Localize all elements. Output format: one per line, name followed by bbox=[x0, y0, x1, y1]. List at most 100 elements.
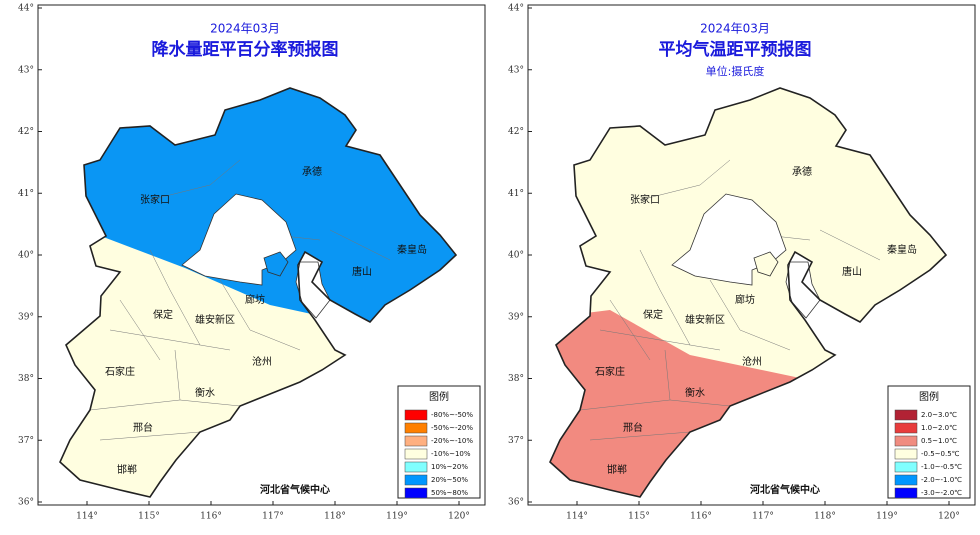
city-label: 承德 bbox=[792, 165, 812, 178]
y-tick-label: 43° bbox=[18, 65, 34, 75]
x-tick-label: 117° bbox=[262, 512, 284, 522]
legend-swatch bbox=[404, 474, 428, 486]
city-label: 衡水 bbox=[195, 387, 215, 399]
x-tick-label: 120° bbox=[448, 512, 470, 522]
legend-swatch bbox=[404, 409, 428, 421]
legend-label: 20%~50% bbox=[431, 476, 468, 484]
province-border bbox=[549, 87, 948, 498]
y-tick-label: 40° bbox=[508, 251, 524, 261]
city-label: 秦皇岛 bbox=[887, 243, 917, 256]
city-label: 唐山 bbox=[842, 265, 862, 278]
legend-swatch bbox=[404, 422, 428, 434]
legend-label: -1.0~-0.5℃ bbox=[921, 463, 962, 471]
city-label: 唐山 bbox=[352, 265, 372, 278]
y-tick-label: 36° bbox=[508, 498, 524, 508]
legend-swatch bbox=[894, 422, 918, 434]
legend-swatch bbox=[894, 448, 918, 460]
legend-label: -3.0~-2.0℃ bbox=[921, 489, 962, 497]
x-tick-label: 114° bbox=[76, 512, 98, 522]
map-period: 2024年03月 bbox=[700, 22, 770, 36]
legend-swatch bbox=[894, 474, 918, 486]
legend-swatch bbox=[894, 461, 918, 473]
enclave bbox=[263, 251, 289, 277]
credit: 河北省气候中心 bbox=[260, 483, 330, 496]
y-tick-label: 41° bbox=[18, 189, 34, 199]
y-tick-label: 44° bbox=[508, 4, 524, 14]
x-tick-label: 116° bbox=[200, 512, 222, 522]
y-tick-label: 37° bbox=[18, 436, 34, 446]
legend-title: 图例 bbox=[429, 390, 449, 403]
tianjin-hole bbox=[295, 261, 331, 319]
anomaly-zone bbox=[60, 88, 456, 345]
city-label: 石家庄 bbox=[105, 365, 135, 378]
legend-label: 0.5~1.0℃ bbox=[921, 437, 957, 445]
city-label: 邢台 bbox=[133, 421, 153, 434]
y-tick-label: 37° bbox=[508, 436, 524, 446]
x-tick-label: 116° bbox=[690, 512, 712, 522]
map-period: 2024年03月 bbox=[210, 22, 280, 36]
legend-label: -0.5~0.5℃ bbox=[921, 450, 960, 458]
city-label: 沧州 bbox=[252, 355, 272, 368]
x-tick-label: 118° bbox=[814, 512, 836, 522]
map-panel: 36° 37° 38° 39° 40° 41° 42° 43° 44° 114° 115° 116° 1… bbox=[508, 4, 976, 522]
city-label: 廊坊 bbox=[245, 293, 265, 306]
map-title: 降水量距平百分率预报图 bbox=[152, 39, 339, 60]
y-tick-label: 41° bbox=[508, 189, 524, 199]
y-tick-label: 39° bbox=[18, 312, 34, 322]
legend-swatch bbox=[894, 409, 918, 421]
legend-label: -20%~-10% bbox=[431, 437, 473, 445]
city-label: 雄安新区 bbox=[685, 313, 725, 326]
legend-label: -2.0~-1.0℃ bbox=[921, 476, 962, 484]
map-panel: 36° 37° 38° 39° 40° 41° 42° 43° 44° 114° 115° 116° 1… bbox=[18, 4, 486, 522]
city-label: 廊坊 bbox=[735, 293, 755, 306]
legend-label: 2.0~3.0℃ bbox=[921, 411, 957, 419]
city-label: 秦皇岛 bbox=[397, 243, 427, 256]
province-border bbox=[59, 87, 458, 498]
city-label: 承德 bbox=[302, 165, 322, 178]
city-label: 张家口 bbox=[140, 193, 170, 206]
credit: 河北省气候中心 bbox=[750, 483, 820, 496]
x-tick-label: 115° bbox=[628, 512, 650, 522]
legend-swatch bbox=[894, 435, 918, 447]
x-tick-label: 119° bbox=[386, 512, 408, 522]
legend-label: -80%~-50% bbox=[431, 411, 473, 419]
y-tick-label: 40° bbox=[18, 251, 34, 261]
legend-label: 1.0~2.0℃ bbox=[921, 424, 957, 432]
city-label: 石家庄 bbox=[595, 365, 625, 378]
y-tick-label: 38° bbox=[508, 374, 524, 384]
y-tick-label: 42° bbox=[508, 127, 524, 137]
enclave bbox=[753, 251, 779, 277]
map-unit: 单位:摄氏度 bbox=[706, 64, 765, 78]
x-tick-label: 118° bbox=[324, 512, 346, 522]
city-label: 衡水 bbox=[685, 387, 705, 399]
legend-swatch bbox=[404, 461, 428, 473]
legend-swatch bbox=[894, 487, 918, 499]
map-title: 平均气温距平预报图 bbox=[659, 39, 812, 60]
legend-label: 50%~80% bbox=[431, 489, 468, 497]
city-label: 雄安新区 bbox=[195, 313, 235, 326]
x-tick-label: 117° bbox=[752, 512, 774, 522]
y-tick-label: 38° bbox=[18, 374, 34, 384]
tianjin-hole bbox=[785, 261, 821, 319]
y-tick-label: 44° bbox=[18, 4, 34, 14]
city-label: 保定 bbox=[643, 308, 663, 321]
city-label: 保定 bbox=[153, 308, 173, 321]
legend-label: -50%~-20% bbox=[431, 424, 473, 432]
x-tick-label: 119° bbox=[876, 512, 898, 522]
legend-title: 图例 bbox=[919, 390, 939, 403]
y-tick-label: 43° bbox=[508, 65, 524, 75]
city-label: 张家口 bbox=[630, 193, 660, 206]
y-tick-label: 39° bbox=[508, 312, 524, 322]
legend-swatch bbox=[404, 435, 428, 447]
x-tick-label: 120° bbox=[938, 512, 960, 522]
y-tick-label: 42° bbox=[18, 127, 34, 137]
legend-label: 10%~20% bbox=[431, 463, 468, 471]
city-label: 邯郸 bbox=[117, 463, 137, 476]
legend-swatch bbox=[404, 487, 428, 499]
x-tick-label: 114° bbox=[566, 512, 588, 522]
x-tick-label: 115° bbox=[138, 512, 160, 522]
y-tick-label: 36° bbox=[18, 498, 34, 508]
city-label: 邯郸 bbox=[607, 463, 627, 476]
legend-label: -10%~10% bbox=[431, 450, 471, 458]
